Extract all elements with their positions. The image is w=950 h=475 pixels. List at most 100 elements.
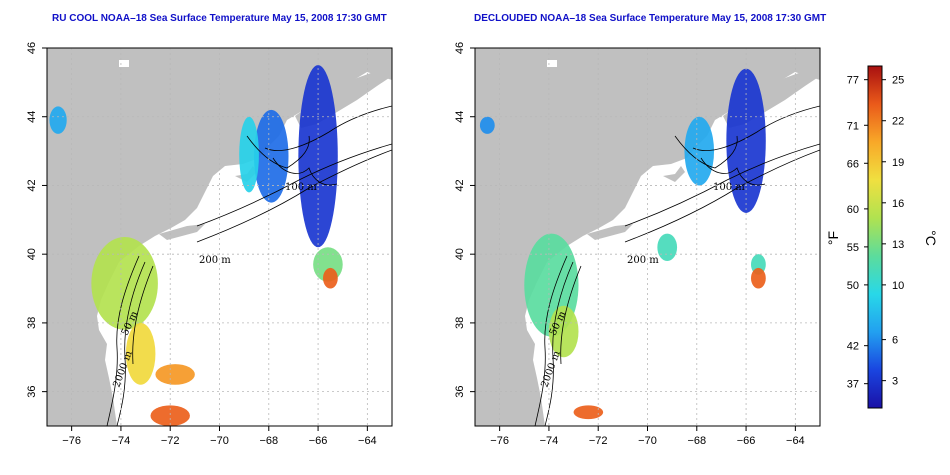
sst-patch [657,233,678,262]
land-mass [475,48,820,426]
left-sst-layer [49,65,343,426]
long-island [159,224,205,240]
y-tick-label: 40 [454,248,466,260]
x-tick-label: −70 [210,435,229,447]
contour-line [560,265,582,365]
lake [547,60,557,67]
y-tick-label: 36 [454,386,466,398]
sst-patch [49,106,67,134]
fahrenheit-tick-label: 50 [847,280,859,292]
contour-line [624,149,820,243]
contour-line [700,157,766,186]
contour-line [674,135,738,169]
fahrenheit-tick-label: 71 [847,120,859,132]
x-tick-label: −68 [687,435,706,447]
celsius-tick-label: 10 [892,280,904,292]
sst-patch [684,116,715,186]
x-tick-label: −70 [638,435,657,447]
right-sst-layer [479,68,766,420]
right-map-panel: 50 m 200 m 2000 m 100 m −76 −74 −72 −70 −68−… [454,42,821,447]
contour-line [272,157,338,186]
colorbar-gradient [867,65,883,409]
fahrenheit-tick-label: 66 [847,158,859,170]
sst-patch [323,267,338,289]
colorbar: 25 77 22 71 19 66 16 60 13 55 10 50 6 42 3 37 °F °C [825,65,939,409]
y-tick-label: 36 [26,386,38,398]
contour-line [196,149,392,243]
celsius-tick-label: 13 [892,239,904,251]
contour-label-100m: 100 m [713,182,745,193]
y-tick-label: 40 [26,248,38,260]
fahrenheit-tick-label: 42 [847,341,859,353]
left-panel-title: RU COOL NOAA–18 Sea Surface Temperature … [52,13,387,24]
celsius-tick-label: 6 [892,335,898,347]
contour-line [692,105,820,151]
sst-patch [155,364,195,385]
contour-label-200m: 200 m [627,255,659,266]
long-island [587,224,633,240]
celsius-unit-label: °C [923,230,939,246]
contour-label-100m: 100 m [285,182,317,193]
x-tick-label: −72 [161,435,180,447]
colorbar-ticks: 25 77 22 71 19 66 16 60 13 55 10 50 6 42 3 37 [847,75,905,391]
y-tick-label: 44 [454,111,466,123]
contour-line [132,265,154,365]
celsius-tick-label: 19 [892,157,904,169]
sst-patch [548,305,579,358]
y-tick-label: 46 [26,42,38,54]
celsius-tick-label: 16 [892,198,904,210]
contour-line [534,255,568,426]
sst-patch [573,405,604,420]
sst-patch [91,237,158,330]
right-bathymetry-contours [534,105,820,426]
celsius-tick-label: 22 [892,116,904,128]
y-tick-label: 38 [454,317,466,329]
contour-label-200m: 200 m [199,255,231,266]
right-axes: −76 −74 −72 −70 −68 −66 −64 36 38 40 42 44 46 [454,42,805,447]
sst-patch [298,65,338,248]
x-tick-label: −74 [112,435,131,447]
x-tick-label: −74 [540,435,559,447]
sst-patch [751,267,766,289]
sst-patch [726,68,766,213]
x-tick-label: −66 [309,435,328,447]
x-tick-label: −76 [490,435,509,447]
x-tick-label: −72 [589,435,608,447]
contour-line [106,255,140,426]
fahrenheit-unit-label: °F [825,231,841,245]
y-tick-label: 38 [26,317,38,329]
sst-patch [254,109,289,203]
contour-line [264,105,392,151]
x-tick-label: −68 [259,435,278,447]
left-bathymetry-contours [106,105,392,426]
left-grid [47,47,392,426]
fahrenheit-tick-label: 37 [847,379,859,391]
y-tick-label: 44 [26,111,38,123]
land-mass [47,48,392,426]
cape-cod [663,166,685,182]
sst-patch [479,116,495,134]
x-tick-label: −66 [737,435,756,447]
lake [119,60,129,67]
left-map-panel: 50 m 200 m 2000 m 100 m −76 −74 −72 −70 −68−… [26,42,393,447]
fahrenheit-tick-label: 55 [847,242,859,254]
y-tick-label: 42 [454,179,466,191]
contour-line [196,143,392,227]
fahrenheit-tick-label: 77 [847,75,859,87]
y-tick-label: 42 [26,179,38,191]
x-tick-label: −64 [358,435,377,447]
left-axes: −76 −74 −72 −70 −68 −66 −64 36 38 40 42 44 46 [26,42,377,447]
sst-patch [150,405,190,426]
celsius-tick-label: 3 [892,376,898,388]
x-tick-label: −64 [786,435,805,447]
fahrenheit-tick-label: 60 [847,204,859,216]
right-panel-title: DECLOUDED NOAA–18 Sea Surface Temperatur… [474,13,827,24]
contour-line [624,143,820,227]
x-tick-label: −76 [62,435,81,447]
contour-line [246,135,310,169]
y-tick-label: 46 [454,42,466,54]
sst-patch [239,116,259,193]
celsius-tick-label: 25 [892,75,904,87]
right-grid [475,47,820,426]
